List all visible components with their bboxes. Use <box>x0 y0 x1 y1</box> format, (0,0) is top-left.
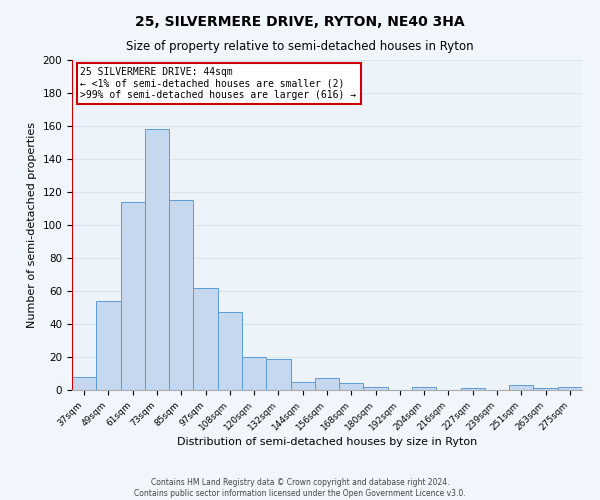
Bar <box>193 288 218 390</box>
Bar <box>412 386 436 390</box>
Bar <box>266 358 290 390</box>
Text: 25 SILVERMERE DRIVE: 44sqm
← <1% of semi-detached houses are smaller (2)
>99% of: 25 SILVERMERE DRIVE: 44sqm ← <1% of semi… <box>80 66 356 100</box>
Y-axis label: Number of semi-detached properties: Number of semi-detached properties <box>27 122 37 328</box>
Bar <box>290 382 315 390</box>
Text: Size of property relative to semi-detached houses in Ryton: Size of property relative to semi-detach… <box>126 40 474 53</box>
Bar <box>509 385 533 390</box>
X-axis label: Distribution of semi-detached houses by size in Ryton: Distribution of semi-detached houses by … <box>177 438 477 448</box>
Bar <box>315 378 339 390</box>
Bar <box>145 130 169 390</box>
Bar <box>218 312 242 390</box>
Bar <box>72 377 96 390</box>
Bar <box>533 388 558 390</box>
Text: 25, SILVERMERE DRIVE, RYTON, NE40 3HA: 25, SILVERMERE DRIVE, RYTON, NE40 3HA <box>135 15 465 29</box>
Bar <box>461 388 485 390</box>
Bar <box>96 301 121 390</box>
Bar <box>364 386 388 390</box>
Bar <box>242 357 266 390</box>
Bar <box>169 200 193 390</box>
Bar <box>339 384 364 390</box>
Text: Contains HM Land Registry data © Crown copyright and database right 2024.
Contai: Contains HM Land Registry data © Crown c… <box>134 478 466 498</box>
Bar <box>558 386 582 390</box>
Bar <box>121 202 145 390</box>
